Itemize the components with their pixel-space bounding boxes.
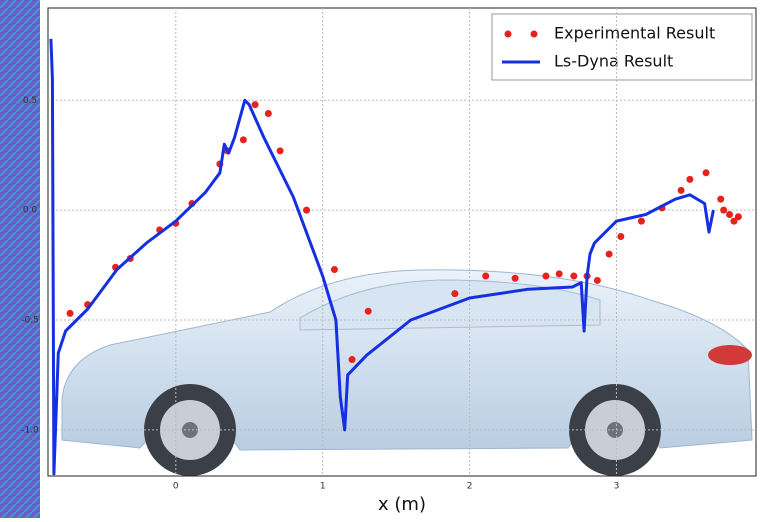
data-point — [67, 310, 74, 317]
data-point — [570, 273, 577, 280]
data-point — [720, 207, 727, 214]
background-strip — [0, 0, 40, 518]
data-point — [638, 218, 645, 225]
data-point — [678, 187, 685, 194]
data-point — [240, 136, 247, 143]
data-point — [735, 213, 742, 220]
y-tick-label: -0.5 — [21, 316, 39, 326]
chart: x (m) Experimental ResultLs-Dyna Result … — [0, 0, 760, 518]
x-tick-label: 1 — [320, 482, 326, 492]
data-point — [265, 110, 272, 117]
legend-label: Ls-Dyna Result — [554, 52, 673, 71]
data-point — [717, 196, 724, 203]
x-tick-label: 0 — [173, 482, 179, 492]
legend-label: Experimental Result — [554, 24, 715, 43]
data-point — [277, 147, 284, 154]
legend-swatch — [505, 31, 512, 38]
legend-swatch — [531, 31, 538, 38]
legend: Experimental Result Ls-Dyna Result — [492, 14, 752, 80]
car-illustration — [62, 270, 752, 476]
data-point — [542, 273, 549, 280]
data-point — [606, 251, 613, 258]
data-point — [365, 308, 372, 315]
data-point — [703, 169, 710, 176]
y-tick-label: 0.5 — [23, 96, 37, 106]
data-point — [349, 356, 356, 363]
data-point — [512, 275, 519, 282]
data-point — [686, 176, 693, 183]
data-point — [451, 290, 458, 297]
x-tick-label: 3 — [614, 482, 620, 492]
y-tick-label: -1.0 — [21, 425, 39, 435]
x-tick-label: 2 — [467, 482, 473, 492]
data-point — [617, 233, 624, 240]
data-point — [482, 273, 489, 280]
data-point — [726, 211, 733, 218]
data-point — [556, 270, 563, 277]
y-tick-label: 0.0 — [23, 206, 38, 216]
data-point — [303, 207, 310, 214]
data-point — [331, 266, 338, 273]
data-point — [252, 101, 259, 108]
x-axis-label: x (m) — [378, 494, 426, 515]
data-point — [594, 277, 601, 284]
